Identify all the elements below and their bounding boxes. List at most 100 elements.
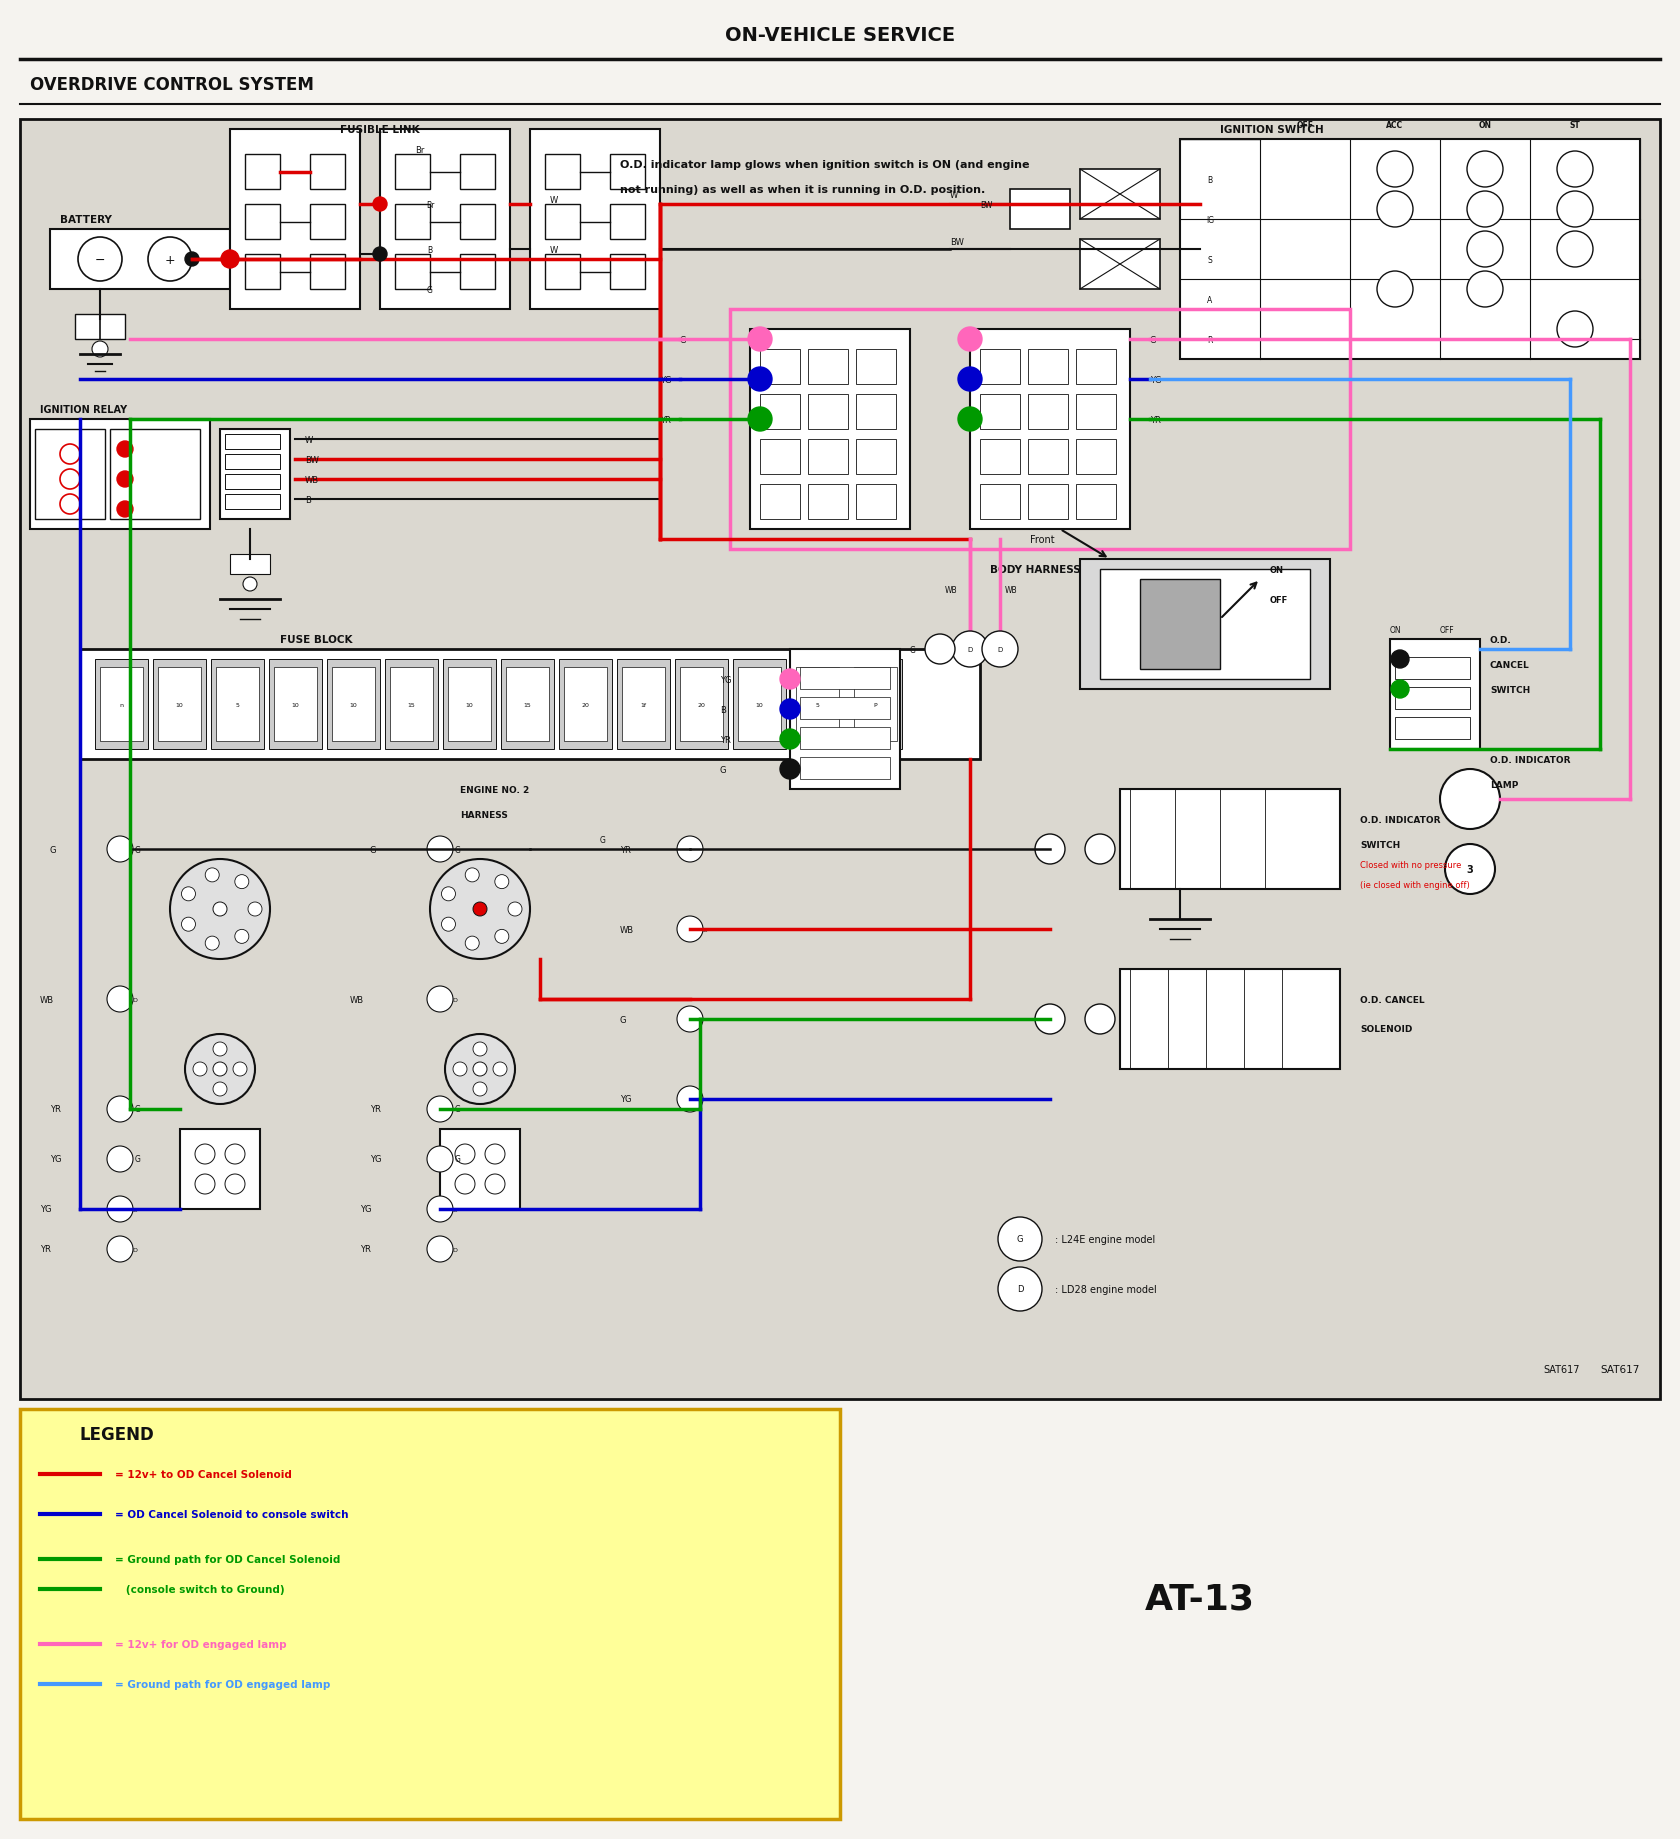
Text: YR: YR: [360, 1245, 371, 1254]
Text: ACC: ACC: [1386, 120, 1403, 129]
Bar: [610, 204, 645, 239]
Circle shape: [1035, 1004, 1065, 1035]
Bar: [220, 430, 291, 520]
Bar: [225, 474, 281, 489]
Text: SOLENOID: SOLENOID: [1361, 1024, 1413, 1034]
Bar: [506, 668, 549, 741]
Circle shape: [1445, 844, 1495, 894]
Text: Front: Front: [1030, 535, 1055, 544]
Text: YG: YG: [660, 375, 672, 384]
Text: D: D: [133, 997, 138, 1002]
Bar: [1389, 640, 1480, 750]
Circle shape: [193, 1063, 207, 1076]
Text: O.D. INDICATOR: O.D. INDICATOR: [1361, 815, 1440, 824]
Circle shape: [108, 986, 133, 1013]
Circle shape: [496, 931, 509, 943]
Bar: [979, 485, 1020, 520]
Circle shape: [455, 1175, 475, 1194]
Bar: [1075, 440, 1116, 474]
Bar: [501, 660, 554, 750]
Bar: [35, 430, 104, 520]
Bar: [1028, 440, 1068, 474]
Bar: [460, 154, 496, 189]
Circle shape: [225, 1175, 245, 1194]
Circle shape: [445, 1034, 516, 1105]
Text: 5: 5: [235, 702, 240, 708]
Text: 5: 5: [815, 702, 820, 708]
Text: SAT617: SAT617: [1544, 1365, 1579, 1374]
Bar: [808, 349, 848, 384]
Bar: [30, 419, 210, 530]
Text: Br: Br: [415, 145, 425, 154]
Bar: [979, 395, 1020, 430]
Bar: [20, 1409, 840, 1819]
Text: = Ground path for OD Cancel Solenoid: = Ground path for OD Cancel Solenoid: [114, 1554, 341, 1565]
Text: AT-13: AT-13: [1146, 1582, 1255, 1616]
Circle shape: [486, 1175, 506, 1194]
Circle shape: [427, 1197, 454, 1223]
Text: FUSE BLOCK: FUSE BLOCK: [281, 634, 353, 645]
Text: G: G: [1016, 1234, 1023, 1243]
Circle shape: [465, 936, 479, 951]
Circle shape: [958, 368, 983, 392]
Circle shape: [118, 473, 133, 487]
Text: IGNITION RELAY: IGNITION RELAY: [40, 405, 128, 416]
Bar: [610, 256, 645, 291]
Circle shape: [181, 888, 195, 901]
Text: = Ground path for OD engaged lamp: = Ground path for OD engaged lamp: [114, 1679, 331, 1688]
Bar: [225, 495, 281, 509]
Circle shape: [780, 699, 800, 719]
Bar: [1075, 349, 1116, 384]
Circle shape: [1557, 191, 1593, 228]
Bar: [380, 131, 511, 309]
Circle shape: [748, 408, 773, 432]
Text: = OD Cancel Solenoid to console switch: = OD Cancel Solenoid to console switch: [114, 1510, 348, 1519]
Text: 10: 10: [176, 702, 183, 708]
Circle shape: [234, 1063, 247, 1076]
Text: D: D: [133, 1247, 138, 1252]
Bar: [1028, 349, 1068, 384]
Text: G: G: [50, 846, 57, 853]
Text: BW: BW: [949, 237, 964, 246]
Text: WB: WB: [620, 925, 633, 934]
Text: BODY HARNESS: BODY HARNESS: [990, 565, 1080, 576]
Bar: [800, 697, 890, 719]
Text: A: A: [1208, 296, 1213, 303]
Text: D: D: [133, 1206, 138, 1212]
Bar: [731, 309, 1351, 550]
Bar: [853, 668, 897, 741]
Text: YG: YG: [40, 1205, 52, 1214]
Text: 15: 15: [408, 702, 415, 708]
Bar: [158, 668, 202, 741]
Text: G: G: [427, 285, 433, 294]
Bar: [395, 204, 430, 239]
Bar: [1141, 579, 1220, 669]
Circle shape: [677, 1087, 702, 1113]
Text: WB: WB: [1005, 585, 1018, 594]
Circle shape: [185, 1034, 255, 1105]
Text: WB: WB: [944, 585, 958, 594]
Text: G: G: [620, 1015, 627, 1024]
Circle shape: [1467, 272, 1504, 307]
Circle shape: [118, 441, 133, 458]
Text: D: D: [998, 647, 1003, 653]
Bar: [759, 395, 800, 430]
Circle shape: [1440, 769, 1500, 829]
Bar: [395, 154, 430, 189]
Bar: [1028, 395, 1068, 430]
Circle shape: [195, 1144, 215, 1164]
Text: = 12v+ for OD engaged lamp: = 12v+ for OD engaged lamp: [114, 1639, 287, 1650]
Circle shape: [1557, 232, 1593, 268]
Text: : LD28 engine model: : LD28 engine model: [1055, 1284, 1158, 1295]
Circle shape: [249, 903, 262, 916]
Circle shape: [213, 1063, 227, 1076]
Text: −: −: [94, 254, 106, 267]
Bar: [230, 555, 270, 576]
Circle shape: [427, 837, 454, 862]
Text: B: B: [427, 245, 432, 254]
Bar: [153, 660, 207, 750]
Circle shape: [430, 859, 529, 960]
Bar: [1080, 239, 1159, 291]
Bar: [81, 649, 979, 760]
Bar: [101, 668, 143, 741]
